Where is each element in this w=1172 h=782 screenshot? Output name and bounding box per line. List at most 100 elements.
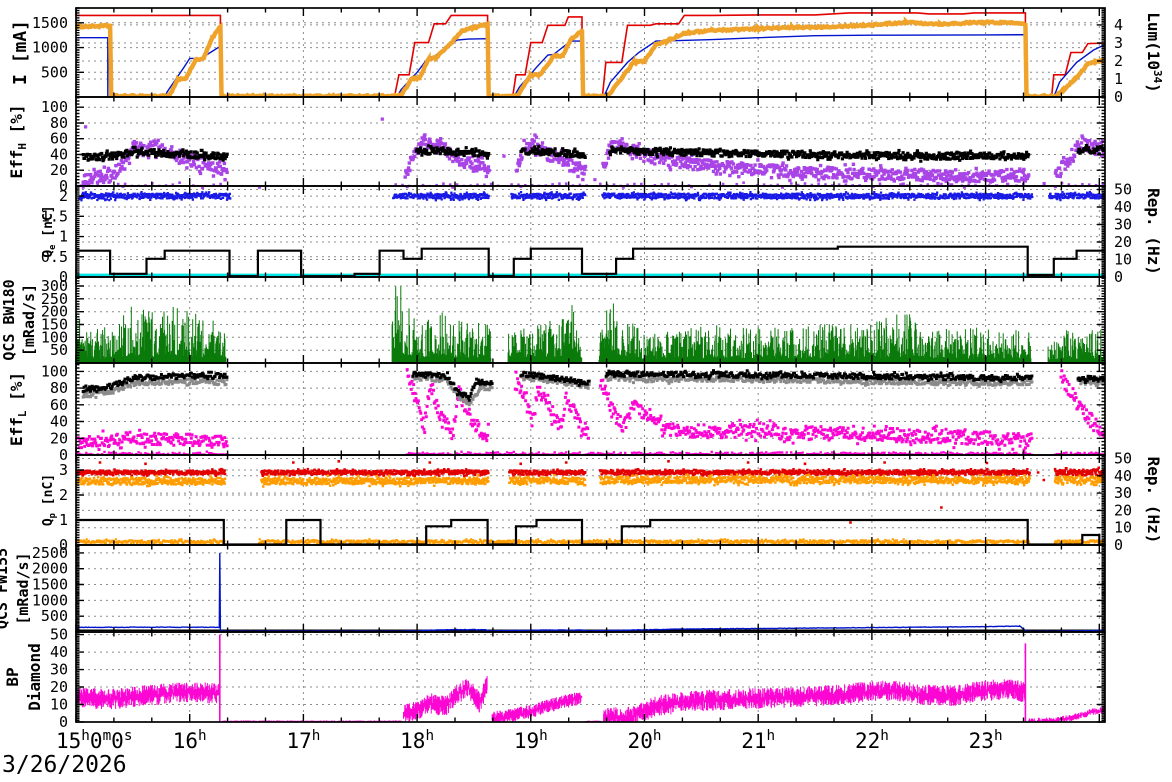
ytick-label: 1	[59, 511, 68, 529]
gridlines-qcs-fw155	[76, 545, 1105, 632]
panel-border-qcs-fw155	[75, 544, 1106, 633]
axis-title-right-current: Lum(1034)	[1144, 12, 1164, 93]
ytick-label: 300	[41, 277, 68, 295]
xtick-label: 19h	[514, 728, 548, 753]
ytick-label: 80	[50, 114, 68, 132]
q-e-qe-setting-step	[76, 245, 1105, 277]
ytick-label-right: 2	[1114, 52, 1123, 70]
ytick-label-right: 40	[1114, 467, 1132, 485]
ytick-label: 60	[50, 396, 68, 414]
eff-l-effl-black	[81, 369, 1105, 402]
q-p-qp-orange	[76, 473, 1105, 488]
ytick-label: 2	[59, 187, 68, 205]
ytick-label: 500	[41, 63, 68, 81]
ytick-label-right: 10	[1114, 251, 1132, 269]
gridlines-qcs-bw180	[76, 277, 1105, 363]
ytick-label: 10	[50, 696, 68, 714]
ytick-label: 1500	[32, 576, 68, 594]
axis-title-qcs-bw180: [mRad/s]	[20, 284, 38, 356]
gridlines-bp-diamond	[76, 632, 1105, 722]
ytick-label-right: 20	[1114, 501, 1132, 519]
ticks-q-p	[75, 454, 1105, 546]
ytick-label: 0.5	[41, 248, 68, 266]
qcs-bw180-qcs-bw180-signal	[76, 286, 1105, 363]
ytick-label: 100	[41, 328, 68, 346]
ytick-label: 2500	[32, 544, 68, 562]
axis-title-bp-diamond: BP	[3, 667, 22, 686]
gridlines-q-p	[76, 455, 1105, 545]
ytick-label: 60	[50, 130, 68, 148]
ytick-label: 100	[41, 98, 68, 116]
ytick-label: 0	[59, 268, 68, 286]
xtick-label: 17h	[286, 728, 320, 753]
xtick-label: 23h	[969, 728, 1003, 753]
ytick-label-right: 1	[1114, 70, 1123, 88]
axis-title-q-p: Qp [nC]	[41, 474, 58, 526]
axis-title-bp-diamond: Diamond	[25, 643, 44, 710]
xtick-label: 20h	[628, 728, 662, 753]
ytick-label: 20	[50, 161, 68, 179]
axis-title-eff-h: EffH [%]	[7, 105, 29, 179]
ytick-label-right: 40	[1114, 198, 1132, 216]
current-ler-current	[76, 33, 1105, 97]
ytick-label: 250	[41, 290, 68, 308]
ticks-bp-diamond	[75, 632, 1105, 723]
ytick-label-right: 30	[1114, 216, 1132, 234]
ytick-label-right: 10	[1114, 519, 1132, 537]
axis-title-eff-l: EffL [%]	[7, 372, 29, 446]
eff-l-effl-gray	[81, 373, 1105, 407]
bp-diamond-bp-diamond-signal	[76, 676, 1105, 722]
current-luminosity	[76, 16, 1105, 97]
ytick-label: 40	[50, 145, 68, 163]
axis-title-current: I [mA]	[10, 20, 31, 85]
axis-title-right-q-e: Rep. (Hz)	[1144, 188, 1163, 275]
ytick-label: 1000	[32, 39, 68, 57]
ytick-label: 2	[59, 486, 68, 504]
xtick-label: 21h	[741, 728, 775, 753]
ytick-label: 200	[41, 303, 68, 321]
ytick-label: 2000	[32, 560, 68, 578]
ytick-label-right: 50	[1114, 449, 1132, 467]
ytick-label: 3	[59, 461, 68, 479]
xtick-label: 22h	[855, 728, 889, 753]
ytick-label: 150	[41, 315, 68, 333]
ytick-label: 50	[50, 626, 68, 644]
ytick-label: 1500	[32, 14, 68, 32]
qcs-fw155-fw155-blue	[76, 552, 1105, 632]
ytick-label: 1000	[32, 591, 68, 609]
ytick-label: 1	[59, 228, 68, 246]
ytick-label: 0	[59, 713, 68, 731]
ticks-qcs-fw155	[75, 544, 1105, 633]
xtick-label: 18h	[400, 728, 434, 753]
ytick-label-right: 50	[1114, 181, 1132, 199]
ytick-label-right: 20	[1114, 233, 1132, 251]
ytick-label-right: 0	[1114, 268, 1123, 286]
ytick-label-right: 0	[1114, 536, 1123, 554]
q-p-qp-red	[76, 466, 1105, 479]
ytick-label: 20	[50, 678, 68, 696]
ytick-label: 40	[50, 413, 68, 431]
axis-title-right-q-p: Rep. (Hz)	[1144, 457, 1163, 544]
ytick-label-right: 30	[1114, 484, 1132, 502]
axis-title-qcs-fw155: QCS FW155	[0, 548, 11, 629]
axis-title-qcs-bw180: QCS BW180	[0, 279, 18, 360]
ytick-label-right: 4	[1114, 16, 1123, 34]
xtick-label: 16h	[173, 728, 207, 753]
ytick-label: 0	[59, 536, 68, 554]
ytick-label: 20	[50, 429, 68, 447]
eff-h-eff-outlier-dots	[84, 117, 1046, 186]
ytick-label: 100	[41, 362, 68, 380]
date-label: 3/26/2026	[2, 752, 127, 778]
xtick-label: 15h0m0s	[56, 728, 132, 753]
ytick-label-right: 0	[1114, 88, 1123, 106]
ytick-label: 80	[50, 379, 68, 397]
ytick-label: 0	[59, 177, 68, 195]
ytick-label: 30	[50, 661, 68, 679]
panel-border-bp-diamond	[75, 631, 1106, 723]
